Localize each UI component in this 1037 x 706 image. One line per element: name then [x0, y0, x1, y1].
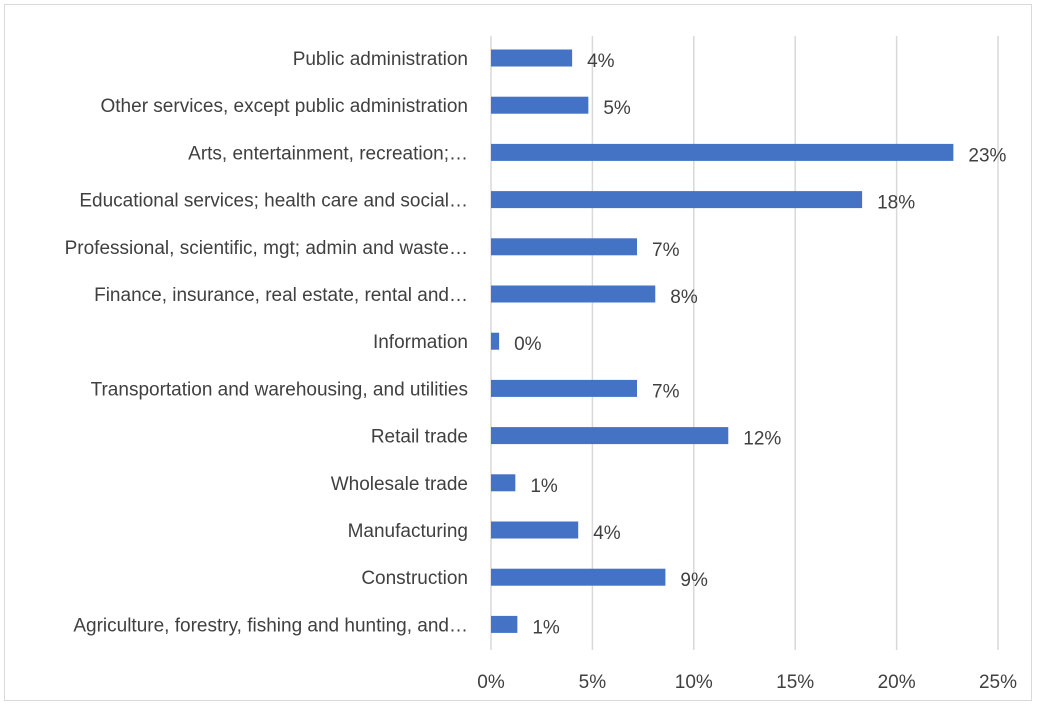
data-label: 23% — [968, 145, 1006, 166]
category-label: Manufacturing — [348, 521, 468, 542]
category-label: Other services, except public administra… — [101, 96, 469, 117]
x-tick-label: 0% — [477, 672, 505, 693]
category-label: Public administration — [293, 49, 468, 70]
bar — [491, 285, 656, 303]
bar — [491, 427, 729, 445]
bar — [491, 143, 954, 161]
data-label: 4% — [587, 51, 615, 72]
category-label: Wholesale trade — [331, 474, 468, 495]
data-label: 0% — [514, 334, 542, 355]
data-label: 1% — [530, 476, 558, 497]
bars — [491, 49, 954, 633]
bar — [491, 568, 666, 586]
bar — [491, 49, 573, 67]
bar — [491, 96, 589, 114]
category-label: Educational services; health care and so… — [79, 191, 468, 212]
gridlines — [490, 36, 999, 650]
category-labels: Public administration Other services, exc… — [65, 49, 468, 636]
category-label: Information — [373, 332, 468, 353]
bar — [491, 521, 579, 539]
data-label: 4% — [593, 523, 621, 544]
category-label: Arts, entertainment, recreation;… — [188, 143, 468, 164]
category-label: Transportation and warehousing, and util… — [91, 379, 468, 400]
bar — [491, 615, 518, 633]
data-label: 7% — [652, 240, 680, 261]
bar — [491, 379, 638, 397]
data-label: 1% — [532, 617, 560, 638]
data-label: 9% — [680, 570, 708, 591]
bar — [491, 238, 638, 256]
data-label: 5% — [603, 98, 631, 119]
x-tick-label: 25% — [979, 672, 1017, 693]
x-axis-ticks: 0% 5% 10% 15% 20% 25% — [477, 672, 1017, 693]
data-labels: 4% 5% 23% 18% 7% 8% 0% 7% 12% 1% 4% 9% 1% — [514, 51, 1006, 638]
data-label: 18% — [877, 193, 915, 214]
bar — [491, 332, 500, 350]
x-tick-label: 15% — [776, 672, 814, 693]
bar — [491, 191, 863, 209]
category-label: Retail trade — [371, 427, 468, 448]
x-tick-label: 10% — [675, 672, 713, 693]
data-label: 12% — [743, 429, 781, 450]
category-label: Finance, insurance, real estate, rental … — [94, 285, 468, 306]
data-label: 7% — [652, 381, 680, 402]
x-tick-label: 5% — [579, 672, 607, 693]
data-label: 8% — [670, 287, 698, 308]
category-label: Professional, scientific, mgt; admin and… — [65, 238, 468, 259]
bar — [491, 474, 516, 492]
category-label: Construction — [361, 568, 468, 589]
category-label: Agriculture, forestry, fishing and hunti… — [73, 615, 468, 636]
x-tick-label: 20% — [878, 672, 916, 693]
